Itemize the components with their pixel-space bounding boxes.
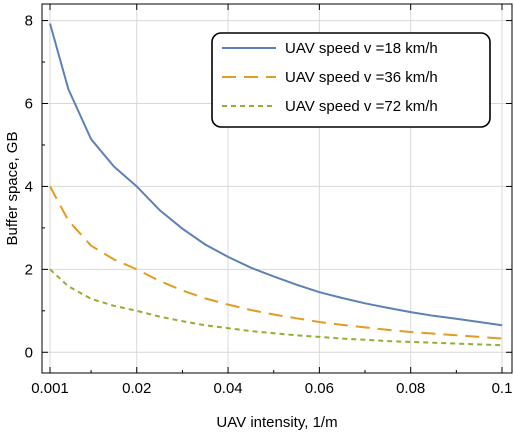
x-tick-label: 0.08 (396, 380, 425, 397)
legend-box (211, 32, 491, 128)
y-tick-label: 4 (25, 178, 33, 195)
legend: UAV speed v =18 km/h UAV speed v =36 km/h… (211, 32, 491, 128)
x-axis-label: UAV intensity, 1/m (216, 414, 337, 431)
x-tick-label: 0.04 (213, 380, 242, 397)
y-tick-label: 2 (25, 261, 33, 278)
series-line-2 (49, 185, 503, 340)
series-line-3 (49, 268, 503, 347)
legend-label-3: UAV speed v =72 km/h (285, 98, 438, 115)
x-tick-label: 0.001 (31, 380, 69, 397)
plot-frame (41, 3, 513, 374)
x-tick-label: 0.02 (122, 380, 151, 397)
x-tick-label: 0.1 (492, 380, 513, 397)
series-lines (49, 23, 503, 347)
legend-label-1: UAV speed v =18 km/h (285, 40, 438, 57)
x-tick-label: 0.06 (305, 380, 334, 397)
y-tick-label: 6 (25, 96, 33, 113)
y-tick-label: 8 (25, 13, 33, 30)
axis-ticks: 0.001 0.02 0.04 0.06 0.08 0.1 0 2 4 6 8 (25, 4, 513, 397)
legend-label-2: UAV speed v =36 km/h (285, 69, 438, 86)
y-tick-label: 0 (25, 344, 33, 361)
series-line-1 (49, 23, 503, 327)
y-axis-label: Buffer space, GB (4, 132, 21, 246)
